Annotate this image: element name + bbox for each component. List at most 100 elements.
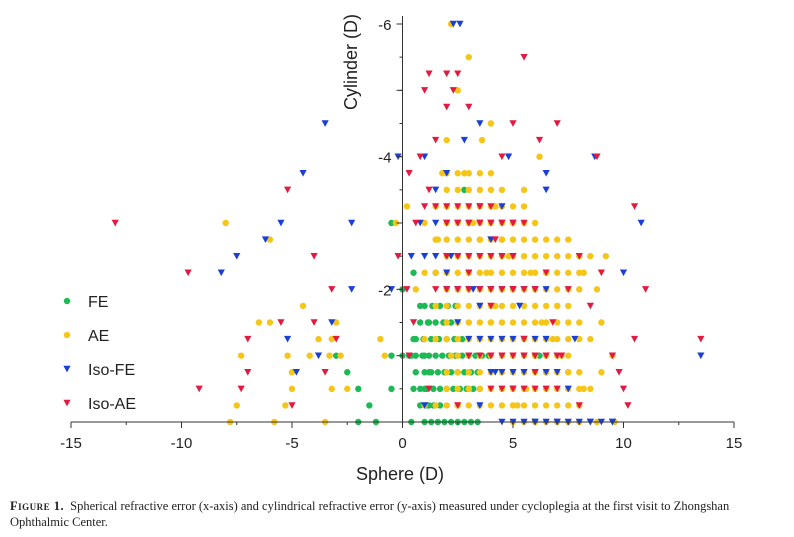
data-point [476, 302, 484, 310]
data-point [443, 286, 451, 293]
data-point [454, 269, 461, 276]
data-point [542, 385, 550, 393]
data-point [549, 335, 556, 343]
data-point [531, 236, 539, 243]
data-point [392, 219, 400, 227]
data-point [432, 352, 439, 359]
data-point [421, 335, 428, 343]
data-point [527, 269, 534, 276]
data-point [454, 87, 461, 94]
data-point [454, 302, 461, 310]
data-point [487, 369, 495, 376]
data-point [487, 203, 495, 210]
data-point [348, 286, 356, 293]
legend-label: Iso-FE [88, 362, 135, 379]
legend-label: AE [88, 328, 109, 345]
data-point [465, 53, 472, 61]
data-point [608, 352, 617, 360]
data-point [476, 319, 484, 326]
data-point [443, 252, 451, 260]
data-point [520, 319, 528, 326]
data-point [476, 120, 484, 127]
data-point [430, 385, 437, 393]
data-point [405, 352, 413, 360]
data-point [470, 219, 477, 227]
legend-item-iso-ae: Iso-AE [63, 396, 136, 413]
data-point [366, 402, 373, 409]
data-point [509, 219, 517, 227]
data-point [244, 369, 252, 376]
data-point [697, 335, 705, 343]
data-point [531, 352, 539, 360]
data-point [531, 219, 539, 227]
data-point [416, 302, 424, 310]
data-point [284, 352, 291, 359]
data-point [432, 186, 440, 194]
data-point [288, 385, 296, 393]
data-point [412, 286, 419, 293]
data-point [428, 369, 435, 376]
data-point [520, 352, 528, 360]
data-point [439, 352, 446, 359]
data-point [553, 120, 561, 127]
data-point [565, 236, 572, 243]
data-point [615, 369, 623, 376]
data-point [443, 170, 451, 177]
data-point [63, 365, 71, 373]
data-point [509, 236, 517, 243]
y-axis-label: Cylinder (D) [341, 14, 361, 110]
data-point [388, 352, 395, 359]
data-point [288, 402, 296, 409]
data-point [498, 319, 506, 326]
data-point [487, 335, 495, 343]
data-point [421, 219, 428, 227]
data-point [520, 385, 528, 393]
data-point [465, 186, 472, 194]
data-point [504, 153, 513, 161]
y-tick-label: -6 [378, 17, 391, 34]
data-point [487, 252, 495, 260]
data-point [310, 252, 318, 260]
data-point [416, 153, 424, 161]
data-point [487, 186, 495, 194]
axes: -15 -10 -5 0 5 10 15 -2 -4 -6 [60, 16, 742, 452]
data-point [598, 319, 605, 326]
data-point [536, 352, 543, 359]
data-point [476, 170, 484, 177]
data-point [443, 186, 450, 194]
data-point [571, 335, 579, 343]
data-point [299, 170, 307, 177]
data-point [63, 297, 71, 305]
x-tick-label: -10 [171, 435, 193, 452]
data-point [434, 369, 442, 376]
data-point [531, 369, 539, 376]
data-point [465, 369, 472, 376]
legend-label: Iso-AE [88, 396, 136, 413]
data-point [509, 369, 517, 376]
data-point [299, 302, 307, 310]
data-points [111, 20, 705, 426]
data-point [449, 87, 457, 94]
data-point [412, 352, 419, 359]
data-point [456, 20, 464, 28]
data-point [432, 402, 439, 409]
data-point [421, 203, 429, 210]
data-point [538, 319, 545, 326]
data-point [487, 352, 495, 360]
data-point [443, 269, 451, 277]
data-point [443, 70, 451, 78]
data-point [542, 269, 550, 277]
data-point [454, 352, 461, 359]
data-point [321, 120, 329, 127]
data-point [458, 352, 466, 359]
data-point [509, 385, 517, 393]
data-point [328, 319, 336, 326]
data-point [465, 252, 473, 260]
data-point [492, 203, 499, 210]
data-point [465, 319, 472, 326]
data-point [443, 402, 450, 409]
data-point [542, 402, 550, 409]
data-point [421, 369, 428, 376]
data-point [478, 136, 486, 144]
data-point [542, 170, 550, 177]
